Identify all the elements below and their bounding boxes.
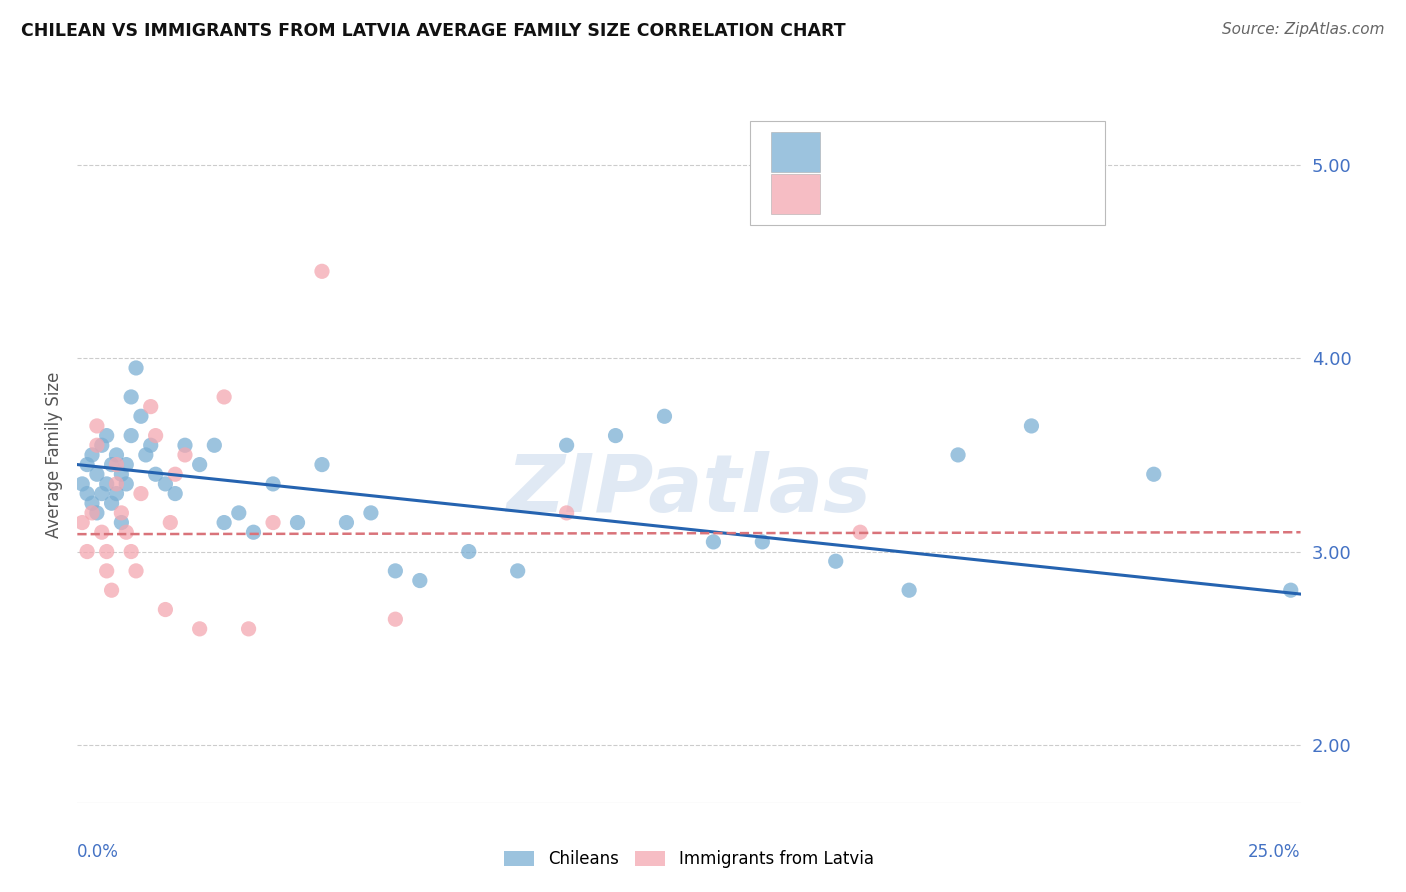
Point — [105, 486, 128, 500]
Point — [120, 428, 142, 442]
Point — [76, 458, 98, 472]
Point — [1143, 467, 1166, 482]
Point — [120, 544, 142, 558]
Point — [135, 448, 157, 462]
Point — [139, 438, 162, 452]
Point — [110, 506, 132, 520]
Text: ZIPatlas: ZIPatlas — [506, 450, 872, 529]
Point — [188, 458, 211, 472]
Point — [360, 506, 382, 520]
Point — [80, 448, 103, 462]
Point — [849, 525, 872, 540]
Point — [105, 448, 128, 462]
Point — [165, 467, 187, 482]
Point — [212, 390, 235, 404]
Text: Source: ZipAtlas.com: Source: ZipAtlas.com — [1222, 22, 1385, 37]
Point — [80, 496, 103, 510]
Point — [311, 458, 333, 472]
Point — [105, 458, 128, 472]
Point — [555, 506, 578, 520]
Point — [946, 448, 969, 462]
Point — [86, 418, 108, 433]
Text: R = -0.328: R = -0.328 — [837, 144, 927, 161]
Legend: Chileans, Immigrants from Latvia: Chileans, Immigrants from Latvia — [498, 843, 880, 874]
Point — [100, 458, 122, 472]
Point — [129, 409, 152, 424]
Point — [145, 467, 167, 482]
Point — [145, 428, 167, 442]
Text: N = 30: N = 30 — [984, 185, 1042, 203]
Point — [824, 554, 846, 568]
Point — [96, 564, 118, 578]
Point — [155, 476, 177, 491]
Point — [76, 486, 98, 500]
Y-axis label: Average Family Size: Average Family Size — [45, 372, 63, 538]
Point — [125, 360, 148, 375]
Point — [115, 525, 138, 540]
Text: CHILEAN VS IMMIGRANTS FROM LATVIA AVERAGE FAMILY SIZE CORRELATION CHART: CHILEAN VS IMMIGRANTS FROM LATVIA AVERAG… — [21, 22, 846, 40]
Point — [228, 506, 250, 520]
Point — [174, 448, 197, 462]
Point — [311, 264, 333, 278]
Point — [105, 476, 128, 491]
Point — [702, 534, 724, 549]
Point — [409, 574, 432, 588]
Point — [110, 467, 132, 482]
Point — [165, 486, 187, 500]
Point — [125, 564, 148, 578]
Point — [605, 428, 627, 442]
Point — [115, 476, 138, 491]
Point — [96, 428, 118, 442]
Point — [242, 525, 264, 540]
Point — [898, 583, 921, 598]
Point — [86, 506, 108, 520]
FancyBboxPatch shape — [770, 174, 820, 214]
Text: 25.0%: 25.0% — [1249, 843, 1301, 861]
Point — [90, 486, 112, 500]
Point — [335, 516, 357, 530]
Point — [100, 583, 122, 598]
Point — [159, 516, 181, 530]
Point — [262, 516, 284, 530]
Point — [654, 409, 676, 424]
Point — [100, 496, 122, 510]
Point — [80, 506, 103, 520]
Text: 0.0%: 0.0% — [77, 843, 120, 861]
Point — [139, 400, 162, 414]
Point — [287, 516, 309, 530]
Point — [155, 602, 177, 616]
Point — [70, 516, 93, 530]
Point — [555, 438, 578, 452]
FancyBboxPatch shape — [770, 132, 820, 172]
Point — [751, 534, 773, 549]
Point — [262, 476, 284, 491]
Point — [129, 486, 152, 500]
Point — [1279, 583, 1302, 598]
Text: R =  0.005: R = 0.005 — [837, 185, 925, 203]
Point — [384, 564, 406, 578]
Point — [86, 467, 108, 482]
Point — [202, 438, 225, 452]
Point — [506, 564, 529, 578]
Point — [86, 438, 108, 452]
Point — [110, 516, 132, 530]
Point — [1021, 418, 1043, 433]
Point — [70, 476, 93, 491]
Point — [212, 516, 235, 530]
Point — [96, 476, 118, 491]
Point — [238, 622, 260, 636]
Point — [115, 458, 138, 472]
Text: N = 54: N = 54 — [984, 144, 1042, 161]
Point — [188, 622, 211, 636]
Point — [120, 390, 142, 404]
Point — [384, 612, 406, 626]
Point — [174, 438, 197, 452]
FancyBboxPatch shape — [751, 121, 1105, 226]
Point — [457, 544, 479, 558]
Point — [76, 544, 98, 558]
Point — [96, 544, 118, 558]
Point — [90, 525, 112, 540]
Point — [90, 438, 112, 452]
